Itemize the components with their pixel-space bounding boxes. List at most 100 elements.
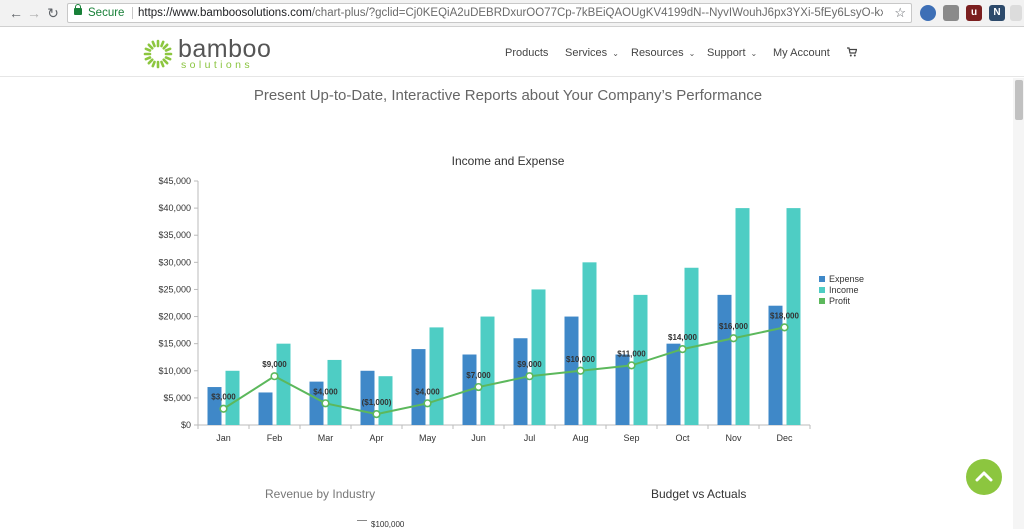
profit-point [321,399,330,408]
back-to-top-button[interactable] [966,459,1002,495]
profit-point [576,366,585,375]
nav-resources[interactable]: Resources ⌄ [631,47,695,59]
x-tick-label: Jan [216,433,231,443]
y-tick-label: $40,000 [158,203,191,213]
url-path: /chart-plus/?gclid=Cj0KEQiA2uDEBRDxurOO7… [311,7,883,19]
income-expense-chart: $0 $5,000 $10,000 $15,000 $20,000 $25,000 $30,… [158,176,864,443]
logo-wordmark[interactable]: bamboo [178,35,272,63]
extension-shield-icon[interactable] [943,5,959,21]
x-tick-label: Oct [675,433,690,443]
extension-page-icon[interactable] [1010,5,1022,21]
legend-label-expense: Expense [829,274,864,284]
nav-my-account[interactable]: My Account [773,47,830,59]
profit-data-label: $11,000 [617,349,646,358]
profit-data-label: $7,000 [466,371,491,380]
scrollbar-thumb[interactable] [1015,80,1023,120]
x-tick-label: Mar [318,433,334,443]
bar-income [633,294,648,425]
extension-globe-icon[interactable] [920,5,936,21]
profit-data-label: $16,000 [719,322,748,331]
legend-swatch-expense [819,276,825,282]
extension-n-icon[interactable]: N [989,5,1005,21]
x-tick-label: Feb [267,433,283,443]
revenue-by-industry-title: Revenue by Industry [265,487,376,501]
nav-products[interactable]: Products [505,47,548,59]
nav-support-label: Support [707,47,746,59]
extension-u-icon[interactable]: u [966,5,982,21]
profit-point [372,410,381,419]
nav-resources-label: Resources [631,47,684,59]
nav-my-account-label: My Account [773,47,830,59]
y-tick-label: $35,000 [158,230,191,240]
legend-swatch-profit [819,298,825,304]
profit-point [525,372,534,381]
url-text[interactable]: https://www.bamboosolutions.com/chart-pl… [138,4,883,22]
page-scrollbar[interactable] [1013,78,1024,529]
nav-services[interactable]: Services ⌄ [565,47,619,59]
nav-products-label: Products [505,47,549,59]
address-bar[interactable]: Secure https://www.bamboosolutions.com/c… [67,3,912,23]
back-arrow-icon[interactable]: ← [9,5,23,21]
profit-data-label: $4,000 [313,387,338,396]
x-tick-label: May [419,433,437,443]
legend-swatch-income [819,287,825,293]
nav-services-label: Services [565,47,608,59]
bar-income [786,208,801,425]
bar-income [582,262,597,425]
profit-point [423,399,432,408]
bar-expense [666,343,681,425]
forward-arrow-icon[interactable]: → [27,5,41,21]
bar-income [735,208,750,425]
bar-income [327,359,342,425]
x-tick-label: Nov [725,433,742,443]
chevron-down-icon: ⌄ [750,49,758,58]
x-tick-label: Sep [623,433,639,443]
y-tick-label: $20,000 [158,312,191,322]
y-tick-label: $25,000 [158,284,191,294]
profit-data-label: $10,000 [566,355,595,364]
bar-expense [615,354,630,425]
legend-label-profit: Profit [829,296,851,306]
profit-point [219,404,228,413]
profit-point [729,334,738,343]
nav-support[interactable]: Support ⌄ [707,47,757,59]
revenue-axis-tick [357,520,367,521]
bar-expense [207,387,222,425]
profit-data-label: $14,000 [668,333,697,342]
bar-expense [258,392,273,425]
bar-income [480,316,495,425]
profit-point [627,361,636,370]
profit-data-label: $18,000 [770,311,799,320]
page-headline: Present Up-to-Date, Interactive Reports … [253,87,763,104]
profit-data-label: ($1,000) [362,398,392,407]
y-tick-label: $0 [181,420,191,430]
bookmark-star-icon[interactable]: ☆ [894,5,906,20]
y-tick-label: $10,000 [158,366,191,376]
profit-point [270,372,279,381]
bar-income [225,370,240,425]
chevron-down-icon: ⌄ [612,49,619,58]
address-divider [132,7,133,19]
shopping-cart-icon[interactable] [847,47,857,57]
chevron-up-icon [975,471,993,482]
x-tick-label: Aug [572,433,588,443]
profit-data-label: $9,000 [517,360,542,369]
lock-icon [74,4,82,15]
legend-label-income: Income [829,285,859,295]
profit-point [678,344,687,354]
bar-income [429,327,444,425]
revenue-axis-label: $100,000 [371,520,405,529]
secure-label: Secure [88,7,125,19]
x-tick-label: Jul [524,433,536,443]
url-host: https://www.bamboosolutions.com [138,7,312,19]
bamboo-logo-icon[interactable] [143,39,173,69]
chevron-down-icon: ⌄ [688,49,696,58]
browser-toolbar: ← → ↻ Secure https://www.bamboosolutions… [0,0,1024,27]
x-tick-label: Apr [369,433,383,443]
x-tick-label: Jun [471,433,486,443]
site-header: bamboo solutions Products Services ⌄ Reso… [0,27,1024,77]
reload-icon[interactable]: ↻ [47,5,59,21]
bar-expense [768,305,783,425]
profit-point [474,382,483,392]
profit-data-label: $9,000 [262,360,287,369]
